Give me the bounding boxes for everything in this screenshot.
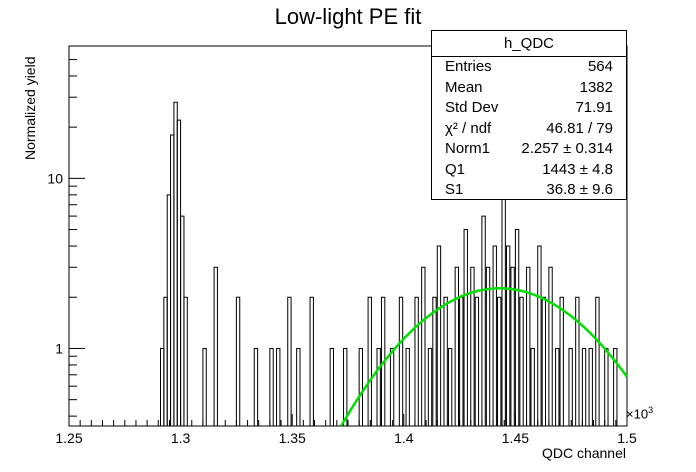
histogram-bin — [276, 347, 281, 426]
histogram-bin — [568, 347, 573, 426]
histogram-bin — [432, 296, 437, 426]
histogram-bin — [173, 101, 178, 426]
x-tick-label: 1.3 — [171, 430, 191, 446]
histogram-bin — [398, 296, 404, 426]
stats-box: h_QDC Entries 564 Mean 1382 Std Dev 71.9… — [431, 30, 627, 200]
stats-row-stddev: Std Dev 71.91 — [432, 98, 626, 119]
y-axis-label: Normalized yield — [22, 56, 38, 160]
stats-row-entries: Entries 564 — [432, 57, 626, 78]
histogram-bin — [459, 296, 464, 426]
stats-row-q1: Q1 1443 ± 4.8 — [432, 160, 626, 181]
histogram-bin — [180, 215, 185, 426]
stats-value: 36.8 ± 9.6 — [546, 181, 613, 198]
histogram-bin — [463, 229, 468, 426]
x-tick-label: 1.5 — [617, 430, 637, 446]
histogram-bin — [343, 347, 348, 426]
histogram-bin — [537, 245, 542, 426]
histogram-bin — [376, 347, 381, 426]
stats-key: Entries — [445, 58, 492, 75]
x-tick-label: 1.45 — [502, 430, 529, 446]
histogram-bin — [548, 266, 553, 426]
chart-title: Low-light PE fit — [274, 4, 422, 29]
stats-value: 564 — [587, 58, 613, 75]
histogram-bin — [176, 119, 182, 426]
histogram-bin — [269, 347, 274, 426]
histogram-bin — [474, 296, 480, 426]
histogram-bin — [358, 347, 364, 426]
histogram-bin — [213, 266, 218, 426]
histogram-bin — [202, 347, 207, 426]
histogram-bin — [510, 266, 515, 426]
histogram-bin — [183, 296, 188, 426]
x-tick-label: 1.35 — [279, 430, 306, 446]
histogram-bin — [447, 347, 453, 426]
x-exponent-power: 3 — [648, 405, 654, 415]
fit-curve — [340, 287, 629, 427]
histogram-bin — [253, 347, 259, 426]
histogram-bin — [235, 296, 241, 426]
x-tick-label: 1.4 — [394, 430, 414, 446]
histogram-bin — [414, 296, 419, 426]
stats-value: 1382 — [579, 78, 613, 96]
y-tick-label: 10 — [47, 170, 63, 186]
histogram-bin — [389, 347, 395, 426]
stats-value: 1443 ± 4.8 — [542, 160, 613, 178]
histogram-bin — [530, 347, 535, 426]
histogram-bin — [454, 266, 459, 426]
histogram-bin — [588, 347, 593, 426]
stats-row-norm1: Norm1 2.257 ± 0.314 — [432, 139, 626, 160]
x-axis-label: QDC channel — [541, 445, 626, 461]
stats-key: Q1 — [445, 160, 466, 178]
histogram-bin — [541, 296, 547, 426]
stats-key: χ² / ndf — [445, 119, 492, 137]
histogram-bin — [421, 266, 426, 426]
histogram-bin — [170, 134, 175, 426]
y-tick-label: 1 — [55, 340, 63, 356]
histogram-bin — [309, 296, 314, 426]
histogram-bin — [575, 296, 580, 426]
stats-value: 46.81 / 79 — [546, 119, 613, 137]
histogram-bin — [405, 347, 410, 426]
histogram-bin — [443, 296, 448, 426]
stats-row-s1: S1 36.8 ± 9.6 — [432, 180, 626, 201]
histogram-bin — [559, 296, 564, 426]
histogram-bin — [367, 296, 372, 426]
histogram-bin — [485, 266, 491, 426]
stats-key: Std Dev — [445, 99, 499, 116]
x-tick-label: 1.25 — [55, 430, 82, 446]
histogram-bin — [581, 347, 587, 426]
histogram-bin — [160, 347, 165, 426]
histogram-bin — [166, 194, 172, 426]
histogram-bin — [555, 347, 560, 426]
histogram-bin — [163, 296, 168, 426]
histogram-bin — [492, 245, 497, 426]
stats-row-mean: Mean 1382 — [432, 78, 626, 99]
histogram-bin — [613, 347, 618, 426]
histogram-bin — [519, 296, 524, 426]
stats-box-title: h_QDC — [432, 31, 626, 57]
x-exponent-base: ×10 — [626, 406, 649, 422]
stats-key: S1 — [445, 181, 464, 198]
stats-value: 71.91 — [575, 99, 613, 116]
stats-key: Norm1 — [445, 140, 491, 157]
stats-key: Mean — [445, 78, 483, 96]
histogram-bin — [505, 245, 511, 426]
histogram-bin — [595, 296, 600, 426]
histogram-bin — [427, 347, 433, 426]
histogram-bin — [436, 245, 442, 426]
histogram-bin — [287, 296, 292, 426]
stats-value: 2.257 ± 0.314 — [521, 140, 613, 157]
histogram-bin — [526, 266, 531, 426]
histogram-bin — [501, 194, 506, 426]
histogram-bin — [514, 229, 520, 426]
x-axis-exponent: ×103 — [626, 405, 653, 421]
histogram-bin — [497, 296, 502, 426]
histogram-bin — [470, 266, 475, 426]
histogram-bin — [604, 347, 609, 426]
histogram-bin — [296, 347, 301, 426]
stats-row-chi2: χ² / ndf 46.81 / 79 — [432, 119, 626, 140]
histogram-bin — [329, 347, 334, 426]
histogram-bin — [481, 215, 486, 426]
